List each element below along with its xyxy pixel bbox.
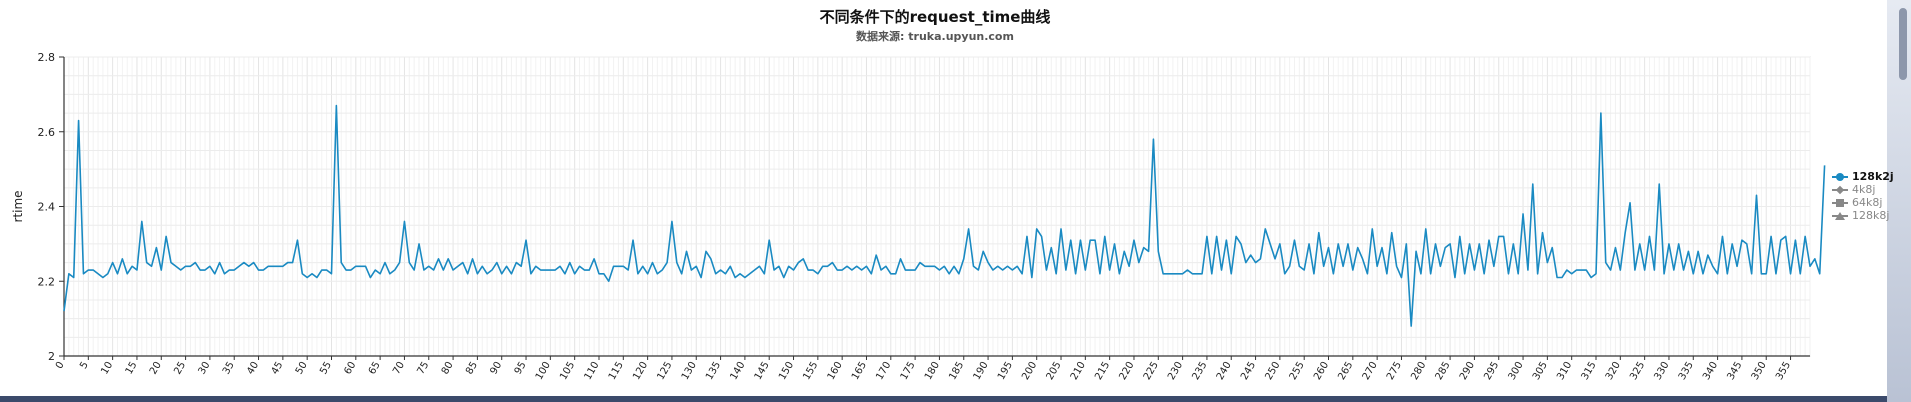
x-tick-label: 155 — [801, 360, 820, 382]
chart-legend: 128k2j 4k8j 64k8j 128k8j — [1832, 170, 1894, 222]
x-tick-label: 10 — [99, 360, 115, 377]
x-tick-label: 130 — [680, 360, 699, 382]
y-tick-label: 2.4 — [38, 201, 56, 214]
x-tick-label: 195 — [996, 360, 1015, 382]
legend-item-128k2j[interactable]: 128k2j — [1832, 170, 1894, 183]
x-tick-label: 355 — [1774, 360, 1793, 382]
x-tick-label: 150 — [777, 360, 796, 382]
x-tick-label: 245 — [1239, 360, 1258, 382]
x-tick-label: 55 — [318, 360, 334, 377]
x-tick-label: 120 — [631, 360, 650, 382]
legend-item-64k8j[interactable]: 64k8j — [1832, 196, 1894, 209]
x-tick-label: 305 — [1531, 360, 1550, 382]
triangle-marker-icon — [1832, 211, 1848, 221]
x-tick-label: 295 — [1482, 360, 1501, 382]
x-tick-label: 200 — [1020, 360, 1039, 382]
x-tick-label: 60 — [343, 360, 359, 377]
legend-label: 4k8j — [1852, 183, 1876, 196]
x-tick-label: 125 — [655, 360, 674, 382]
x-tick-label: 340 — [1701, 360, 1720, 382]
chart-title: 不同条件下的request_time曲线 — [819, 8, 1051, 26]
legend-item-4k8j[interactable]: 4k8j — [1832, 183, 1894, 196]
square-marker-icon — [1832, 198, 1848, 208]
x-tick-label: 20 — [148, 360, 164, 377]
x-tick-label: 345 — [1725, 360, 1744, 382]
series-line-128k2j — [63, 104, 1826, 327]
scrollbar-thumb[interactable] — [1899, 8, 1907, 80]
legend-item-128k8j[interactable]: 128k8j — [1832, 209, 1894, 222]
x-tick-label: 235 — [1190, 360, 1209, 382]
x-tick-label: 35 — [221, 360, 237, 377]
x-tick-label: 100 — [534, 360, 553, 382]
grid-lines — [63, 56, 1811, 357]
x-tick-label: 300 — [1507, 360, 1526, 382]
x-tick-label: 285 — [1434, 360, 1453, 382]
x-tick-label: 40 — [245, 360, 261, 377]
x-tick-label: 5 — [78, 360, 91, 371]
x-tick-label: 90 — [488, 360, 504, 377]
chart-subtitle: 数据来源: truka.upyun.com — [856, 30, 1014, 43]
x-tick-label: 255 — [1288, 360, 1307, 382]
x-tick-label: 265 — [1336, 360, 1355, 382]
x-tick-label: 105 — [558, 360, 577, 382]
legend-label: 128k8j — [1852, 209, 1890, 222]
x-tick-label: 95 — [513, 360, 529, 377]
y-axis-title: rtime — [11, 190, 25, 222]
x-tick-label: 185 — [947, 360, 966, 382]
x-tick-label: 205 — [1045, 360, 1064, 382]
legend-label: 128k2j — [1852, 170, 1894, 183]
x-tick-label: 310 — [1555, 360, 1574, 382]
x-tick-label: 260 — [1312, 360, 1331, 382]
x-tick-label: 15 — [124, 360, 140, 377]
legend-label: 64k8j — [1852, 196, 1883, 209]
x-tick-label: 290 — [1458, 360, 1477, 382]
x-tick-label: 230 — [1166, 360, 1185, 382]
x-tick-label: 145 — [753, 360, 772, 382]
x-tick-label: 180 — [923, 360, 942, 382]
x-tick-label: 135 — [704, 360, 723, 382]
x-tick-label: 75 — [415, 360, 431, 377]
x-tick-label: 240 — [1215, 360, 1234, 382]
x-tick-label: 250 — [1263, 360, 1282, 382]
y-tick-label: 2.2 — [38, 275, 56, 288]
x-tick-label: 175 — [899, 360, 918, 382]
y-tick-label: 2.6 — [38, 126, 56, 139]
x-tick-label: 280 — [1409, 360, 1428, 382]
x-tick-label: 140 — [728, 360, 747, 382]
x-tick-label: 170 — [874, 360, 893, 382]
circle-marker-icon — [1832, 172, 1848, 182]
x-tick-label: 45 — [270, 360, 286, 377]
x-tick-label: 315 — [1580, 360, 1599, 382]
x-tick-label: 330 — [1652, 360, 1671, 382]
x-tick-label: 215 — [1093, 360, 1112, 382]
x-tick-label: 225 — [1142, 360, 1161, 382]
x-tick-label: 270 — [1361, 360, 1380, 382]
x-tick-label: 275 — [1385, 360, 1404, 382]
x-tick-label: 320 — [1604, 360, 1623, 382]
x-tick-label: 70 — [391, 360, 407, 377]
x-tick-label: 160 — [826, 360, 845, 382]
x-tick-label: 115 — [607, 360, 626, 382]
y-tick-label: 2.8 — [38, 51, 56, 64]
y-tick-label: 2 — [48, 350, 55, 363]
x-tick-label: 25 — [172, 360, 188, 377]
x-tick-label: 0 — [54, 360, 67, 371]
x-tick-label: 190 — [972, 360, 991, 382]
x-tick-label: 30 — [197, 360, 213, 377]
x-tick-label: 80 — [440, 360, 456, 377]
line-chart: 2 2.2 2.4 2.6 2.8 0 5 10 15 20 25 30 35 40 45 50 55 60 65 7… — [11, 51, 1826, 382]
x-tick-label: 65 — [367, 360, 383, 377]
x-tick-label: 210 — [1069, 360, 1088, 382]
x-tick-label: 85 — [464, 360, 480, 377]
x-tick-label: 110 — [583, 360, 602, 382]
x-tick-label: 350 — [1750, 360, 1769, 382]
diamond-marker-icon — [1832, 185, 1848, 195]
x-tick-label: 50 — [294, 360, 310, 377]
x-tick-label: 335 — [1677, 360, 1696, 382]
window-scrollbar[interactable] — [1887, 0, 1911, 402]
x-tick-label: 325 — [1628, 360, 1647, 382]
x-tick-label: 220 — [1117, 360, 1136, 382]
x-tick-label: 165 — [850, 360, 869, 382]
